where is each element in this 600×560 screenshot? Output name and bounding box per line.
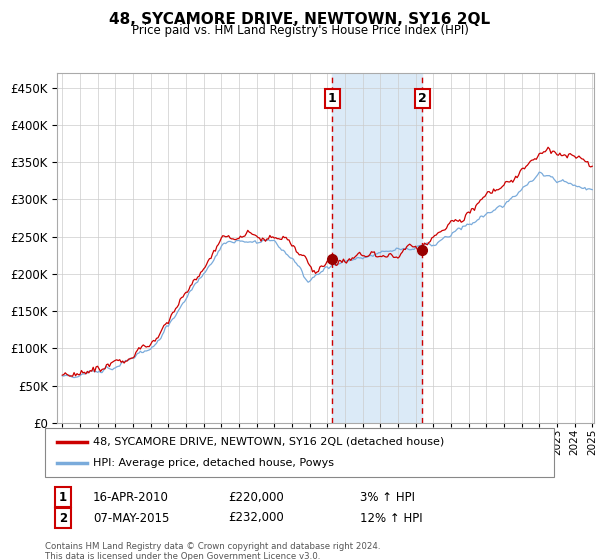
Text: 16-APR-2010: 16-APR-2010 — [93, 491, 169, 504]
Text: 48, SYCAMORE DRIVE, NEWTOWN, SY16 2QL (detached house): 48, SYCAMORE DRIVE, NEWTOWN, SY16 2QL (d… — [93, 437, 444, 447]
Text: 3% ↑ HPI: 3% ↑ HPI — [360, 491, 415, 504]
Text: 1: 1 — [59, 491, 67, 504]
Text: 48, SYCAMORE DRIVE, NEWTOWN, SY16 2QL: 48, SYCAMORE DRIVE, NEWTOWN, SY16 2QL — [109, 12, 491, 27]
Text: 07-MAY-2015: 07-MAY-2015 — [93, 511, 169, 525]
Text: Contains HM Land Registry data © Crown copyright and database right 2024.
This d: Contains HM Land Registry data © Crown c… — [45, 542, 380, 560]
Text: Price paid vs. HM Land Registry's House Price Index (HPI): Price paid vs. HM Land Registry's House … — [131, 24, 469, 37]
Text: HPI: Average price, detached house, Powys: HPI: Average price, detached house, Powy… — [93, 458, 334, 468]
Text: £220,000: £220,000 — [228, 491, 284, 504]
Text: 1: 1 — [328, 92, 337, 105]
Text: 12% ↑ HPI: 12% ↑ HPI — [360, 511, 422, 525]
Text: 2: 2 — [418, 92, 427, 105]
Text: £232,000: £232,000 — [228, 511, 284, 525]
Text: 2: 2 — [59, 511, 67, 525]
Bar — [332, 73, 422, 423]
